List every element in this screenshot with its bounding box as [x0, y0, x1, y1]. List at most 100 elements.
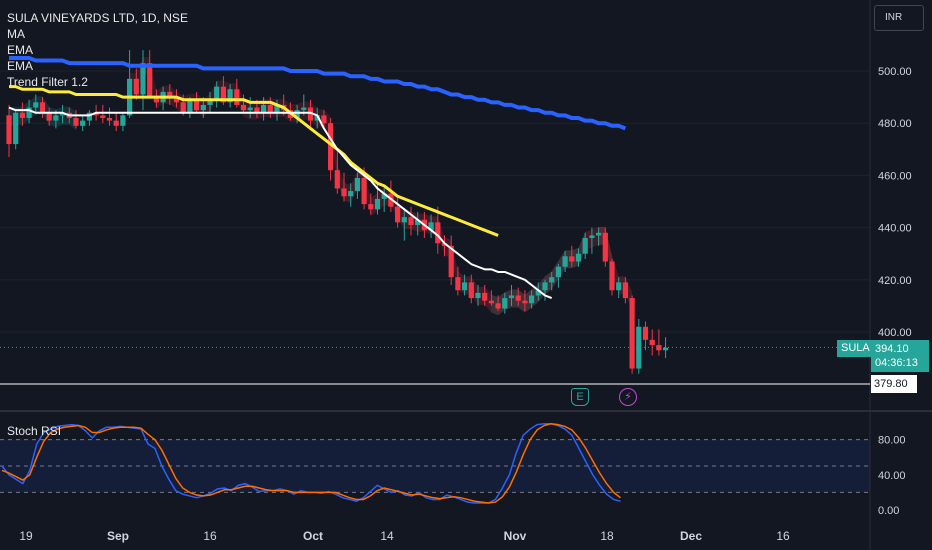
- candle-body: [261, 104, 267, 113]
- lightning-icon[interactable]: ⚡: [619, 388, 637, 406]
- indicator-ma[interactable]: MA: [7, 27, 25, 41]
- candle-body: [274, 104, 280, 113]
- stoch-d-line: [1, 422, 622, 504]
- price-tick-label: 400.00: [878, 327, 912, 339]
- candle-body: [609, 261, 615, 291]
- candle-body: [529, 295, 535, 304]
- candle-body: [180, 102, 186, 113]
- candle-body: [167, 91, 173, 98]
- candle-body: [441, 243, 448, 246]
- candle-body: [515, 295, 521, 301]
- candle-body: [508, 295, 515, 299]
- time-tick-label: Dec: [680, 529, 702, 543]
- time-tick-label: 19: [19, 529, 33, 543]
- candle-body: [314, 115, 320, 121]
- candle-body: [153, 97, 159, 103]
- candle-body: [542, 282, 548, 291]
- candle-body: [267, 104, 273, 113]
- candle-body: [602, 232, 608, 262]
- candle-body: [120, 115, 126, 126]
- candle-body: [13, 112, 19, 145]
- stoch-tick-label: 40.00: [878, 470, 906, 482]
- time-tick-label: 16: [776, 529, 790, 543]
- candle-body: [354, 178, 360, 192]
- candle-body: [562, 256, 568, 267]
- chart-legend: SULA VINEYARDS LTD, 1D, NSE MA EMA EMA T…: [7, 10, 188, 90]
- time-tick-label: Oct: [303, 529, 323, 543]
- candle-body: [80, 120, 86, 126]
- candle-body: [294, 110, 300, 118]
- candle-body: [656, 345, 662, 351]
- candle-body: [535, 290, 541, 296]
- chart-title: SULA VINEYARDS LTD, 1D, NSE: [7, 11, 188, 25]
- currency-button[interactable]: INR: [874, 5, 924, 31]
- candle-body: [482, 292, 488, 301]
- candle-body: [522, 300, 528, 304]
- price-tick-label: 420.00: [878, 275, 912, 287]
- candle-body: [328, 123, 334, 171]
- candle-body: [368, 204, 374, 210]
- price-tick-label: 480.00: [878, 118, 912, 130]
- candle-body: [73, 117, 79, 126]
- candle-body: [254, 107, 260, 113]
- bar-countdown: 04:36:13: [875, 357, 918, 369]
- candle-body: [207, 99, 213, 105]
- candle-body: [649, 339, 655, 346]
- candle-body: [475, 292, 481, 299]
- candle-body: [401, 217, 407, 223]
- candle-body: [247, 107, 253, 111]
- time-tick-label: 16: [203, 529, 217, 543]
- candle-body: [220, 86, 226, 103]
- candle-body: [100, 115, 106, 118]
- ema-yellow-line: [9, 85, 499, 237]
- candle-body: [575, 253, 582, 262]
- candle-body: [636, 326, 642, 369]
- indicator-trend-filter[interactable]: Trend Filter 1.2: [7, 75, 88, 89]
- candle-body: [455, 277, 461, 291]
- candle-body: [468, 282, 474, 299]
- candle-body: [301, 107, 307, 111]
- candle-body: [555, 266, 561, 278]
- last-price: 394.10: [875, 343, 909, 355]
- candle-body: [187, 99, 193, 113]
- candle-body: [435, 222, 441, 244]
- candle-body: [234, 89, 240, 105]
- candle-body: [307, 107, 314, 121]
- candle-body: [348, 191, 354, 197]
- candle-body: [140, 63, 146, 95]
- candle-body: [106, 117, 113, 121]
- candle-body: [622, 282, 628, 299]
- candle-body: [381, 193, 387, 199]
- ema-white-line: [8, 106, 553, 300]
- indicator-ema-2[interactable]: EMA: [7, 59, 34, 73]
- stoch-rsi-label[interactable]: Stoch RSI: [7, 424, 62, 438]
- axes: 500.00 480.00 460.00 440.00 420.00 400.00 80.0…: [19, 66, 911, 543]
- candle-body: [629, 298, 635, 369]
- price-tick-label: 460.00: [878, 170, 912, 182]
- candle-body: [173, 97, 180, 103]
- candles: [6, 50, 669, 374]
- candle-body: [93, 112, 99, 116]
- candle-body: [361, 178, 367, 205]
- symbol-tag: SULA: [837, 340, 871, 357]
- candle-body: [582, 238, 588, 254]
- candle-body: [462, 282, 468, 291]
- indicator-ema-1[interactable]: EMA: [7, 43, 34, 57]
- stoch-tick-label: 80.00: [878, 435, 906, 447]
- earnings-icon[interactable]: E: [571, 388, 589, 406]
- time-tick-label: Sep: [107, 529, 129, 543]
- candle-body: [19, 112, 25, 118]
- time-tick-label: Nov: [504, 529, 527, 543]
- price-tick-label: 500.00: [878, 66, 912, 78]
- candle-body: [240, 104, 247, 111]
- candle-body: [408, 217, 414, 225]
- candle-body: [147, 63, 153, 98]
- candle-body: [86, 112, 92, 121]
- candle-body: [227, 89, 233, 103]
- candle-body: [60, 112, 66, 116]
- candle-body: [194, 99, 200, 111]
- candle-body: [642, 326, 649, 340]
